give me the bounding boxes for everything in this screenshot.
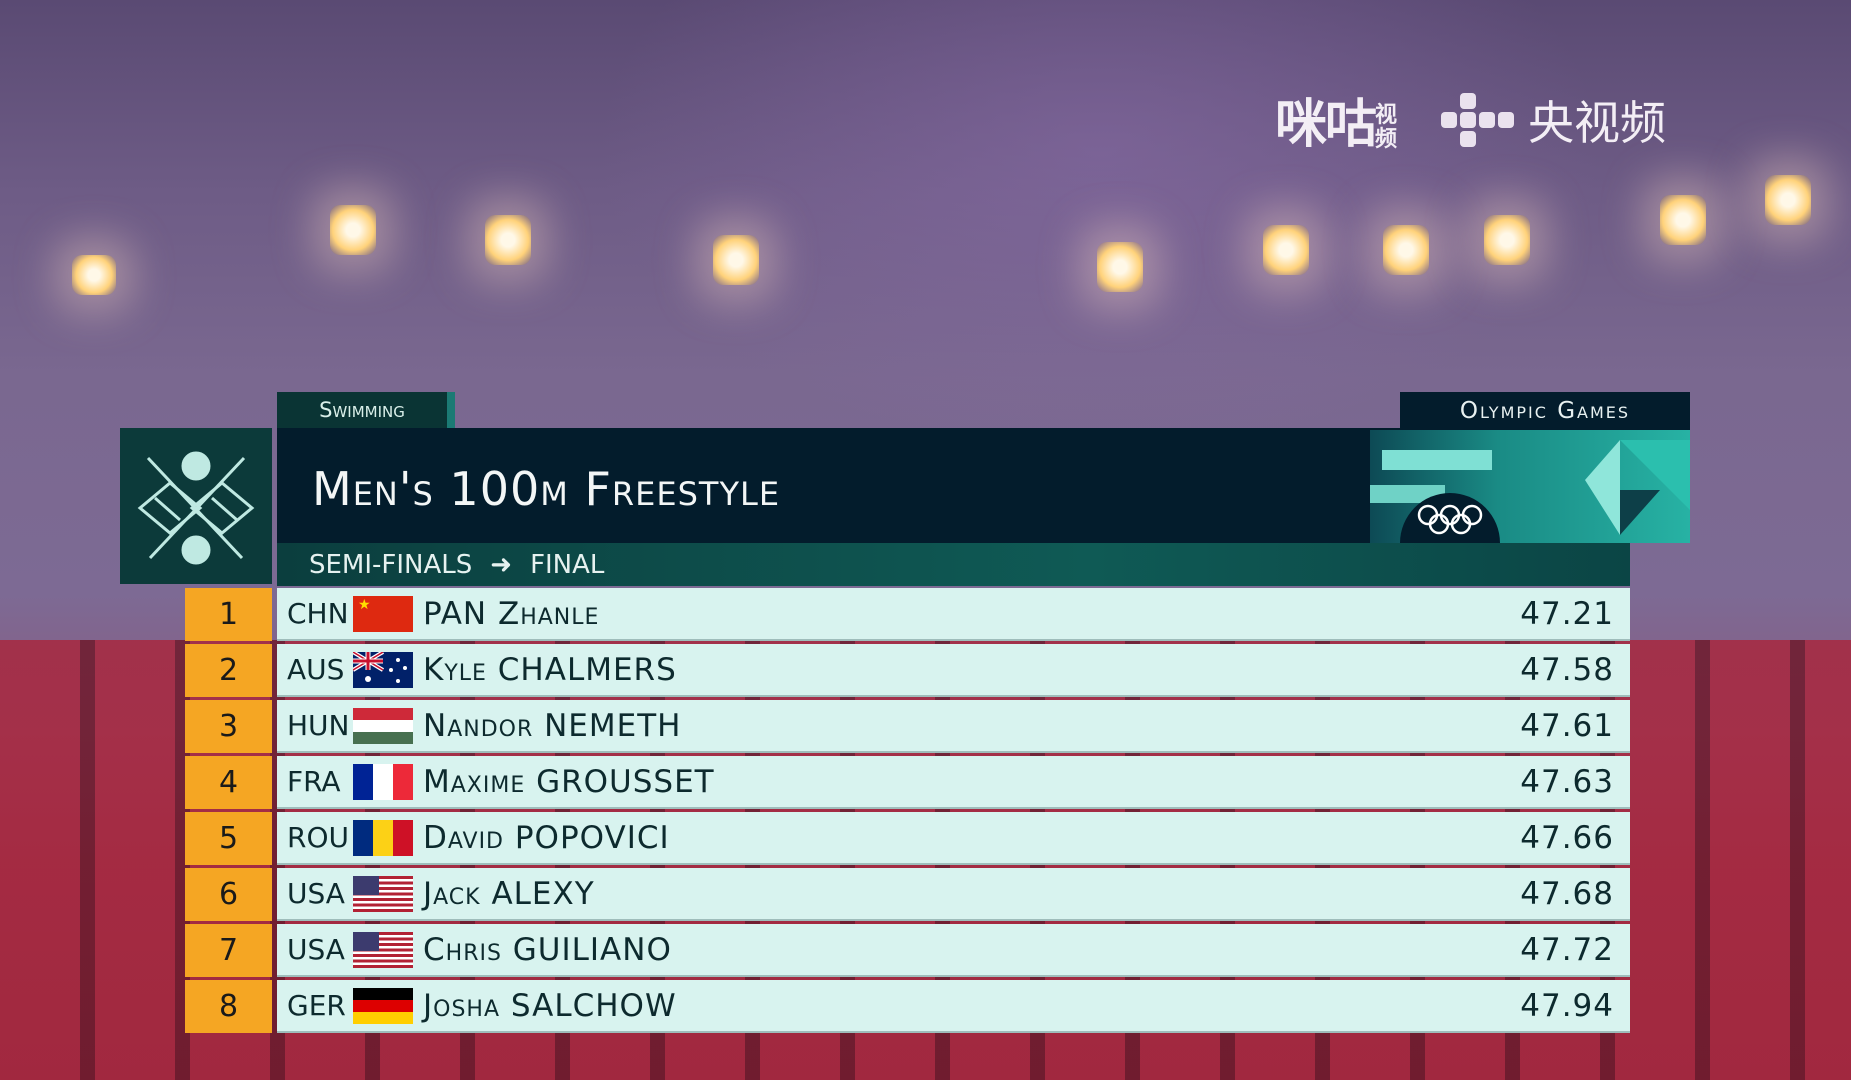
result-row: 4 FRA Maxime GROUSSET 47.63 (185, 756, 1630, 809)
phase-from: SEMI-FINALS (309, 549, 473, 580)
results-table: 1 CHN ★ PAN Zhanle 47.21 2 AUS Kyle CHAL… (185, 588, 1630, 1036)
usa-flag-icon (353, 875, 413, 912)
athlete-bar: USA Jack ALEXY 47.68 (277, 868, 1630, 921)
arena-light (1765, 175, 1811, 225)
rank: 3 (185, 700, 272, 753)
arena-light (485, 215, 531, 265)
rank: 6 (185, 868, 272, 921)
athlete-name: Maxime GROUSSET (423, 763, 715, 800)
cctv-dots-icon (1441, 92, 1515, 147)
rank: 1 (185, 588, 272, 641)
result-time: 47.61 (1520, 707, 1614, 744)
swimming-pictogram (120, 428, 272, 584)
result-time: 47.68 (1520, 875, 1614, 912)
arena-light (72, 255, 116, 295)
france-flag-icon (353, 763, 413, 800)
arena-light (1484, 215, 1530, 265)
rank: 4 (185, 756, 272, 809)
result-row: 6 USA Jack ALEXY 47.68 (185, 868, 1630, 921)
paris-2024-artwork (1370, 430, 1690, 543)
athlete-name: Jack ALEXY (423, 875, 595, 912)
olympic-games-tag: Olympic Games (1400, 392, 1690, 430)
hungary-flag-icon (353, 707, 413, 744)
rank: 8 (185, 980, 272, 1033)
result-row: 7 USA Chris GUILIANO 47.72 (185, 924, 1630, 977)
athlete-name: Josha SALCHOW (423, 987, 677, 1024)
athlete-bar: CHN ★ PAN Zhanle 47.21 (277, 588, 1630, 641)
cctv-video-logo: 央视频 (1441, 87, 1666, 153)
arena-light (1383, 225, 1429, 275)
athlete-name: Nandor NEMETH (423, 707, 682, 744)
arena-light (1263, 225, 1309, 275)
sport-tag: Swimming (277, 392, 455, 428)
athlete-name: Chris GUILIANO (423, 931, 672, 968)
athlete-bar: USA Chris GUILIANO 47.72 (277, 924, 1630, 977)
result-time: 47.63 (1520, 763, 1614, 800)
usa-flag-icon (353, 931, 413, 968)
rank: 5 (185, 812, 272, 865)
noc-code: FRA (287, 765, 341, 798)
romania-flag-icon (353, 819, 413, 856)
athlete-bar: HUN Nandor NEMETH 47.61 (277, 700, 1630, 753)
phase-to: FINAL (530, 549, 605, 580)
china-flag-icon: ★ (353, 595, 413, 632)
arena-light (1660, 195, 1706, 245)
migu-logo: 咪咕视频 (1275, 95, 1398, 155)
phase-bar: SEMI-FINALS ➜ FINAL (277, 543, 1630, 586)
athlete-name: David POPOVICI (423, 819, 670, 856)
athlete-bar: AUS Kyle CHALMERS 47.58 (277, 644, 1630, 697)
athlete-bar: FRA Maxime GROUSSET 47.63 (277, 756, 1630, 809)
result-time: 47.58 (1520, 651, 1614, 688)
noc-code: AUS (287, 653, 345, 686)
noc-code: USA (287, 933, 345, 966)
noc-code: USA (287, 877, 345, 910)
rank: 7 (185, 924, 272, 977)
athlete-name: Kyle CHALMERS (423, 651, 677, 688)
arena-light (713, 235, 759, 285)
athlete-bar: ROU David POPOVICI 47.66 (277, 812, 1630, 865)
germany-flag-icon (353, 987, 413, 1024)
noc-code: GER (287, 989, 346, 1022)
noc-code: CHN (287, 597, 349, 630)
broadcaster-logos: 咪咕视频 央视频 (1275, 82, 1666, 157)
australia-flag-icon (353, 651, 413, 688)
result-row: 3 HUN Nandor NEMETH 47.61 (185, 700, 1630, 753)
arena-light (1097, 242, 1143, 292)
result-row: 2 AUS Kyle CHALMERS 47.58 (185, 644, 1630, 697)
athlete-name: PAN Zhanle (423, 595, 600, 632)
result-time: 47.21 (1520, 595, 1614, 632)
event-title: Men's 100m Freestyle (312, 462, 781, 516)
result-row: 8 GER Josha SALCHOW 47.94 (185, 980, 1630, 1033)
noc-code: HUN (287, 709, 350, 742)
rank: 2 (185, 644, 272, 697)
result-row: 5 ROU David POPOVICI 47.66 (185, 812, 1630, 865)
athlete-bar: GER Josha SALCHOW 47.94 (277, 980, 1630, 1033)
result-time: 47.66 (1520, 819, 1614, 856)
result-time: 47.72 (1520, 931, 1614, 968)
arena-light (330, 205, 376, 255)
noc-code: ROU (287, 821, 349, 854)
result-time: 47.94 (1520, 987, 1614, 1024)
right-arrow-icon: ➜ (490, 549, 513, 580)
result-row: 1 CHN ★ PAN Zhanle 47.21 (185, 588, 1630, 641)
